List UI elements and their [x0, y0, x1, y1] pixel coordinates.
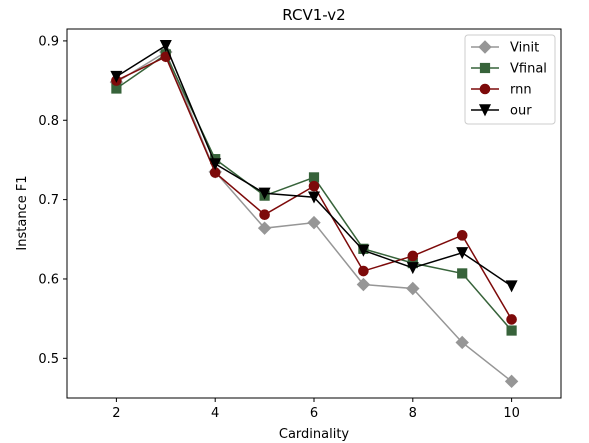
y-tick-label: 0.9	[38, 34, 59, 49]
data-point-our-2	[110, 70, 123, 83]
legend: Vinit Vfinal rnn our	[464, 34, 556, 125]
data-point-vinit-9	[455, 335, 469, 350]
legend-item-our: our	[471, 104, 532, 119]
y-axis-label: Instance F1	[15, 175, 30, 250]
legend-item-rnn: rnn	[471, 83, 532, 98]
legend-marker-rnn	[479, 83, 491, 95]
series-rnn	[111, 51, 517, 325]
data-point-our-9	[456, 247, 469, 260]
y-tick-label: 0.6	[38, 272, 59, 287]
x-tick-label: 10	[503, 406, 520, 421]
y-axis: 0.5 0.6 0.7 0.8 0.9	[38, 34, 67, 367]
data-point-rnn-5	[259, 209, 270, 220]
x-tick-label: 8	[409, 406, 417, 421]
legend-label: our	[510, 104, 532, 119]
data-point-our-8	[406, 262, 419, 275]
data-point-our-10	[505, 280, 518, 293]
chart-title: RCV1-v2	[282, 6, 345, 24]
legend-marker-vinit	[478, 40, 492, 54]
legend-label: Vinit	[510, 41, 539, 56]
plot-content	[109, 39, 519, 389]
series-vinit	[109, 45, 519, 389]
data-point-our-7	[357, 244, 370, 257]
data-point-rnn-9	[456, 230, 468, 241]
data-point-our-4	[209, 158, 222, 171]
legend-label: rnn	[510, 83, 532, 98]
data-point-rnn-6	[308, 180, 320, 192]
data-point-vfinal-6	[308, 172, 320, 183]
data-point-vfinal-9	[457, 268, 468, 279]
data-point-our-5	[258, 187, 271, 200]
data-point-vinit-10	[504, 374, 519, 389]
y-tick-label: 0.7	[38, 193, 59, 208]
data-point-our-3	[159, 39, 172, 52]
legend-box	[464, 34, 556, 125]
data-point-rnn-10	[506, 314, 517, 325]
data-point-rnn-7	[358, 265, 369, 277]
y-tick-label: 0.5	[38, 352, 59, 367]
data-point-vinit-6	[307, 215, 321, 230]
data-point-vinit-8	[406, 281, 420, 296]
x-axis: 2 4 6 8 10	[112, 398, 520, 421]
data-point-vinit-7	[356, 277, 371, 292]
x-tick-label: 4	[211, 406, 219, 421]
data-point-rnn-8	[407, 250, 419, 262]
legend-marker-vfinal	[479, 62, 491, 74]
legend-marker-our	[478, 104, 492, 117]
legend-label: Vfinal	[510, 62, 547, 77]
x-axis-label: Cardinality	[279, 427, 350, 442]
series-our	[110, 39, 518, 293]
data-point-vinit-5	[257, 221, 272, 235]
data-point-our-6	[307, 191, 321, 204]
y-tick-label: 0.8	[38, 114, 59, 129]
data-point-vfinal-10	[506, 325, 517, 336]
x-tick-label: 2	[112, 406, 120, 421]
legend-item-vfinal: Vfinal	[471, 62, 547, 77]
legend-item-vinit: Vinit	[471, 40, 539, 56]
x-tick-label: 6	[310, 406, 318, 421]
